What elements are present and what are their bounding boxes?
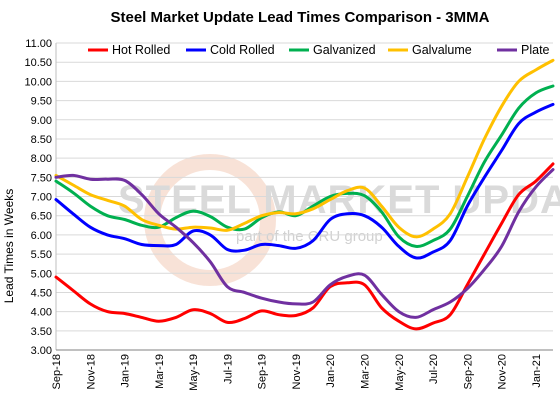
x-tick-label: Nov-20 — [497, 354, 509, 389]
x-tick-label: Jan-21 — [531, 354, 543, 388]
plot-frame — [55, 43, 553, 351]
legend-label-hot-rolled: Hot Rolled — [112, 43, 170, 57]
y-tick-label: 4.50 — [31, 287, 52, 299]
watermark-swirl-icon — [144, 154, 276, 286]
x-tick-label: Sep-18 — [51, 354, 63, 389]
x-tick-label: May-20 — [394, 354, 406, 391]
y-tick-label: 9.00 — [31, 115, 52, 127]
y-tick-label: 3.50 — [31, 326, 52, 338]
x-tick-labels: Sep-18 Nov-18 Jan-19 Mar-19 May-19 Jul-19 Sep-… — [51, 354, 543, 391]
series-line-galvalume — [54, 58, 555, 239]
x-tick-label: Nov-19 — [291, 354, 303, 389]
series-line-cold-rolled — [54, 102, 555, 260]
x-tick-label: Jan-20 — [325, 354, 337, 388]
legend-label-cold-rolled: Cold Rolled — [210, 43, 275, 57]
x-tick-label: Nov-18 — [85, 354, 97, 389]
y-tick-label: 7.50 — [31, 172, 52, 184]
y-tick-label: 6.00 — [31, 230, 52, 242]
y-tick-label: 11.00 — [25, 38, 52, 50]
x-tick-label: Sep-19 — [257, 354, 269, 389]
legend: Hot Rolled Cold Rolled Galvanized Galvalume… — [88, 43, 550, 57]
series-line-plate — [54, 168, 555, 319]
legend-label-plate: Plate — [521, 43, 550, 57]
series-line-hot-rolled — [54, 162, 555, 331]
x-tick-label: Sep-20 — [462, 354, 474, 389]
x-tick-label: Jul-20 — [428, 354, 440, 384]
y-tick-label: 5.50 — [31, 249, 52, 261]
y-tick-label: 6.50 — [31, 211, 52, 223]
y-tick-label: 8.00 — [31, 153, 52, 165]
x-tick-label: Jul-19 — [222, 354, 234, 384]
grid — [56, 42, 553, 351]
legend-label-galvalume: Galvalume — [412, 43, 472, 57]
y-tick-label: 8.50 — [31, 134, 52, 146]
x-tick-label: May-19 — [188, 354, 200, 391]
chart-title: Steel Market Update Lead Times Compariso… — [111, 9, 490, 26]
x-tick-label: Mar-19 — [154, 354, 166, 389]
y-axis-label: Lead Times in Weeks — [2, 189, 16, 304]
y-tick-label: 7.00 — [31, 192, 52, 204]
y-tick-label: 4.00 — [31, 307, 52, 319]
legend-label-galvanized: Galvanized — [313, 43, 376, 57]
watermark-tagline: part of the CRU group — [236, 228, 383, 245]
series-lines — [54, 58, 555, 331]
y-tick-label: 9.50 — [31, 96, 52, 108]
x-tick-label: Jan-19 — [120, 354, 132, 388]
x-tick-label: Mar-20 — [359, 354, 371, 389]
y-tick-label: 10.00 — [24, 76, 52, 88]
y-tick-labels: 3.00 3.50 4.00 4.50 5.00 5.50 6.00 6.50 7.00 7.50… — [24, 38, 52, 357]
y-tick-label: 3.00 — [31, 345, 52, 357]
y-tick-label: 10.50 — [24, 57, 52, 69]
y-tick-label: 5.00 — [31, 268, 52, 280]
